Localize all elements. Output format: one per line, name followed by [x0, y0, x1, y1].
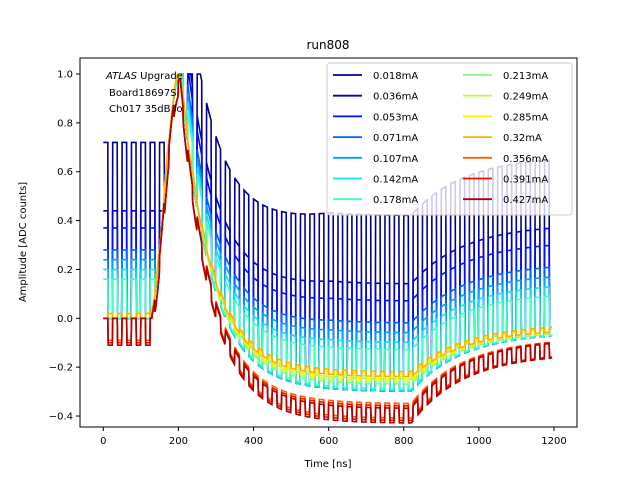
annotation-atlas-rest: Upgrade — [137, 71, 183, 82]
legend-label: 0.071mA — [373, 133, 418, 144]
y-tick-label: −0.4 — [49, 412, 73, 423]
x-tick-label: 600 — [319, 436, 338, 447]
annotation-atlas-italic: ATLAS — [105, 71, 138, 82]
annotation-channel: Ch017 35dB lo — [109, 104, 183, 115]
y-axis: −0.4 −0.2 0.0 0.2 0.4 0.6 0.8 1.0 — [49, 70, 80, 423]
x-tick-label: 800 — [394, 436, 413, 447]
x-axis-label: Time [ns] — [303, 459, 351, 470]
y-tick-label: 0.8 — [57, 118, 73, 129]
series-layer — [103, 72, 553, 424]
legend-label: 0.391mA — [503, 175, 548, 186]
y-axis-label: Amplitude [ADC counts] — [18, 182, 29, 302]
y-tick-label: 1.0 — [57, 70, 73, 81]
x-tick-label: 200 — [169, 436, 188, 447]
x-axis: 0 200 400 600 800 1000 1200 — [100, 427, 567, 447]
legend: 0.018mA 0.036mA 0.053mA 0.071mA 0.107mA 0.142… — [326, 62, 573, 216]
legend-label: 0.249mA — [503, 92, 548, 103]
legend-label: 0.018mA — [373, 71, 418, 82]
annotation-block: ATLAS Upgrade Board18697S Ch017 35dB lo — [105, 71, 183, 115]
legend-label: 0.32mA — [503, 133, 542, 144]
legend-box — [326, 62, 573, 216]
x-tick-label: 0 — [100, 436, 106, 447]
series-line-0.427mA — [103, 77, 553, 424]
y-tick-label: 0.4 — [57, 216, 73, 227]
y-tick-label: −0.2 — [49, 363, 73, 374]
legend-label: 0.036mA — [373, 92, 418, 103]
chart-title: run808 — [306, 38, 349, 52]
legend-label: 0.356mA — [503, 154, 548, 165]
y-tick-label: 0.2 — [57, 265, 73, 276]
series-line-0.32mA — [103, 73, 553, 378]
x-tick-label: 400 — [244, 436, 263, 447]
legend-label: 0.213mA — [503, 71, 548, 82]
x-tick-label: 1200 — [541, 436, 566, 447]
annotation-atlas: ATLAS Upgrade — [105, 71, 183, 82]
y-tick-label: 0.6 — [57, 167, 73, 178]
legend-label: 0.178mA — [373, 195, 418, 206]
legend-label: 0.107mA — [373, 154, 418, 165]
x-tick-label: 1000 — [466, 436, 491, 447]
annotation-board: Board18697S — [109, 88, 177, 99]
legend-label: 0.053mA — [373, 112, 418, 123]
legend-label: 0.142mA — [373, 175, 418, 186]
legend-label: 0.427mA — [503, 195, 548, 206]
legend-label: 0.285mA — [503, 112, 548, 123]
y-tick-label: 0.0 — [57, 314, 73, 325]
